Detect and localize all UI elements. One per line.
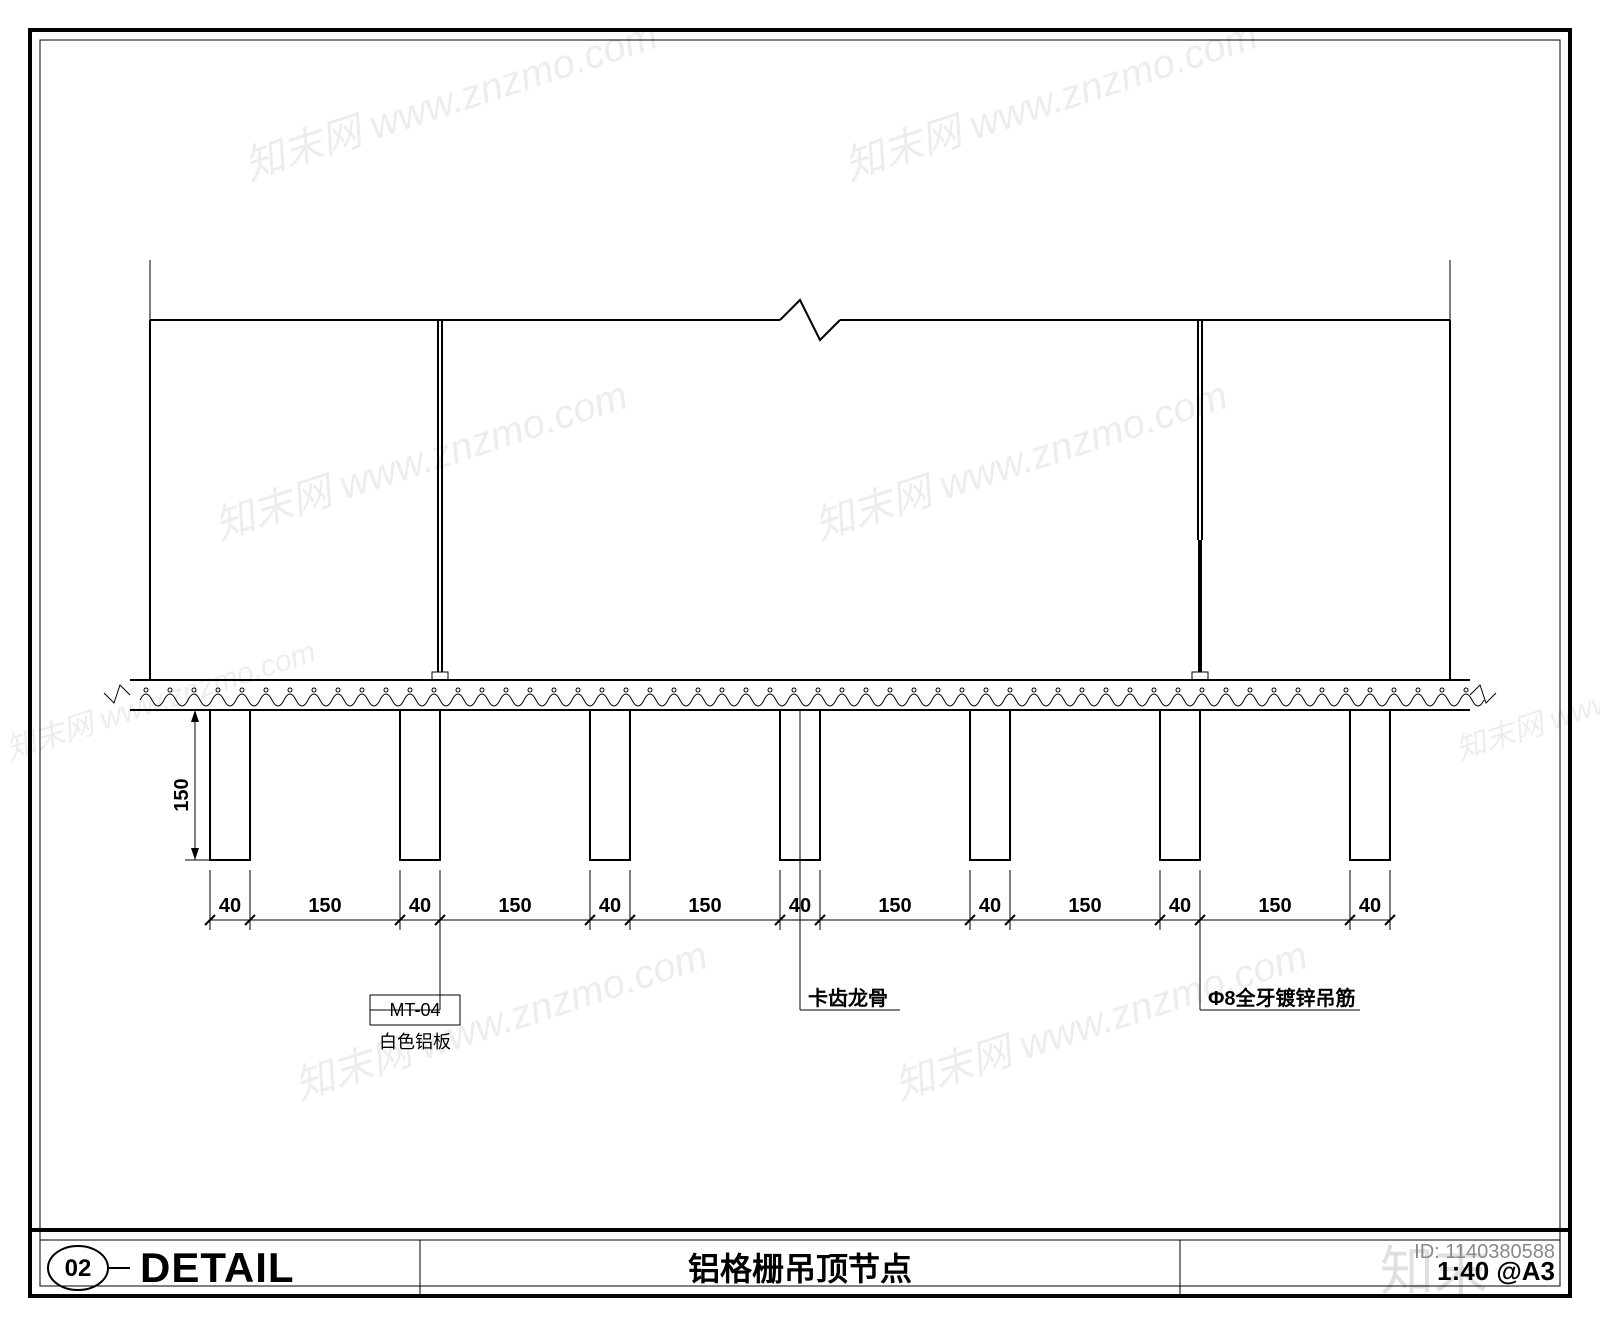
svg-text:知末网 www.znzmo.com: 知末网 www.znzmo.com (289, 933, 713, 1108)
drawing-title: 铝格栅吊顶节点 (688, 1251, 912, 1287)
svg-text:知末网 www.znzmo.com: 知末网 www.znzmo.com (809, 373, 1233, 548)
svg-text:150: 150 (308, 895, 341, 917)
detail-word: DETAIL (140, 1244, 295, 1291)
svg-text:150: 150 (1068, 895, 1101, 917)
svg-text:150: 150 (878, 895, 911, 917)
svg-text:40: 40 (1169, 895, 1191, 917)
svg-text:40: 40 (599, 895, 621, 917)
svg-text:150: 150 (498, 895, 531, 917)
svg-text:MT-04: MT-04 (389, 1000, 440, 1020)
svg-text:40: 40 (409, 895, 431, 917)
svg-text:Φ8全牙镀锌吊筋: Φ8全牙镀锌吊筋 (1208, 986, 1356, 1010)
svg-text:40: 40 (979, 895, 1001, 917)
svg-text:白色铝板: 白色铝板 (379, 1032, 451, 1052)
drawing-sheet: { "canvas": {"w":1600,"h":1326,"border_o… (0, 0, 1600, 1326)
svg-text:150: 150 (1258, 895, 1291, 917)
hangers (432, 320, 1208, 680)
svg-text:40: 40 (1359, 895, 1381, 917)
svg-text:卡齿龙骨: 卡齿龙骨 (808, 986, 888, 1010)
drawing-svg: 知末网 www.znzmo.com 知末网 www.znzmo.com 知末网 … (0, 0, 1600, 1326)
svg-text:150: 150 (688, 895, 721, 917)
svg-text:知末网 www.znzmo.com: 知末网 www.znzmo.com (1452, 635, 1600, 766)
keel-teeth (140, 688, 1484, 706)
dim-fin-height: 150 (171, 710, 210, 860)
svg-text:知末网 www.znzmo.com: 知末网 www.znzmo.com (889, 933, 1313, 1108)
detail-bubble: 02 (48, 1246, 130, 1290)
id-text: ID: 1140380588 (1414, 1241, 1555, 1263)
svg-text:150: 150 (171, 778, 193, 811)
watermarks: 知末网 www.znzmo.com 知末网 www.znzmo.com 知末网 … (2, 13, 1600, 1302)
svg-text:40: 40 (219, 895, 241, 917)
keel-band (104, 680, 1496, 710)
svg-text:知末网 www.znzmo.com: 知末网 www.znzmo.com (209, 373, 633, 548)
svg-text:02: 02 (65, 1255, 92, 1282)
